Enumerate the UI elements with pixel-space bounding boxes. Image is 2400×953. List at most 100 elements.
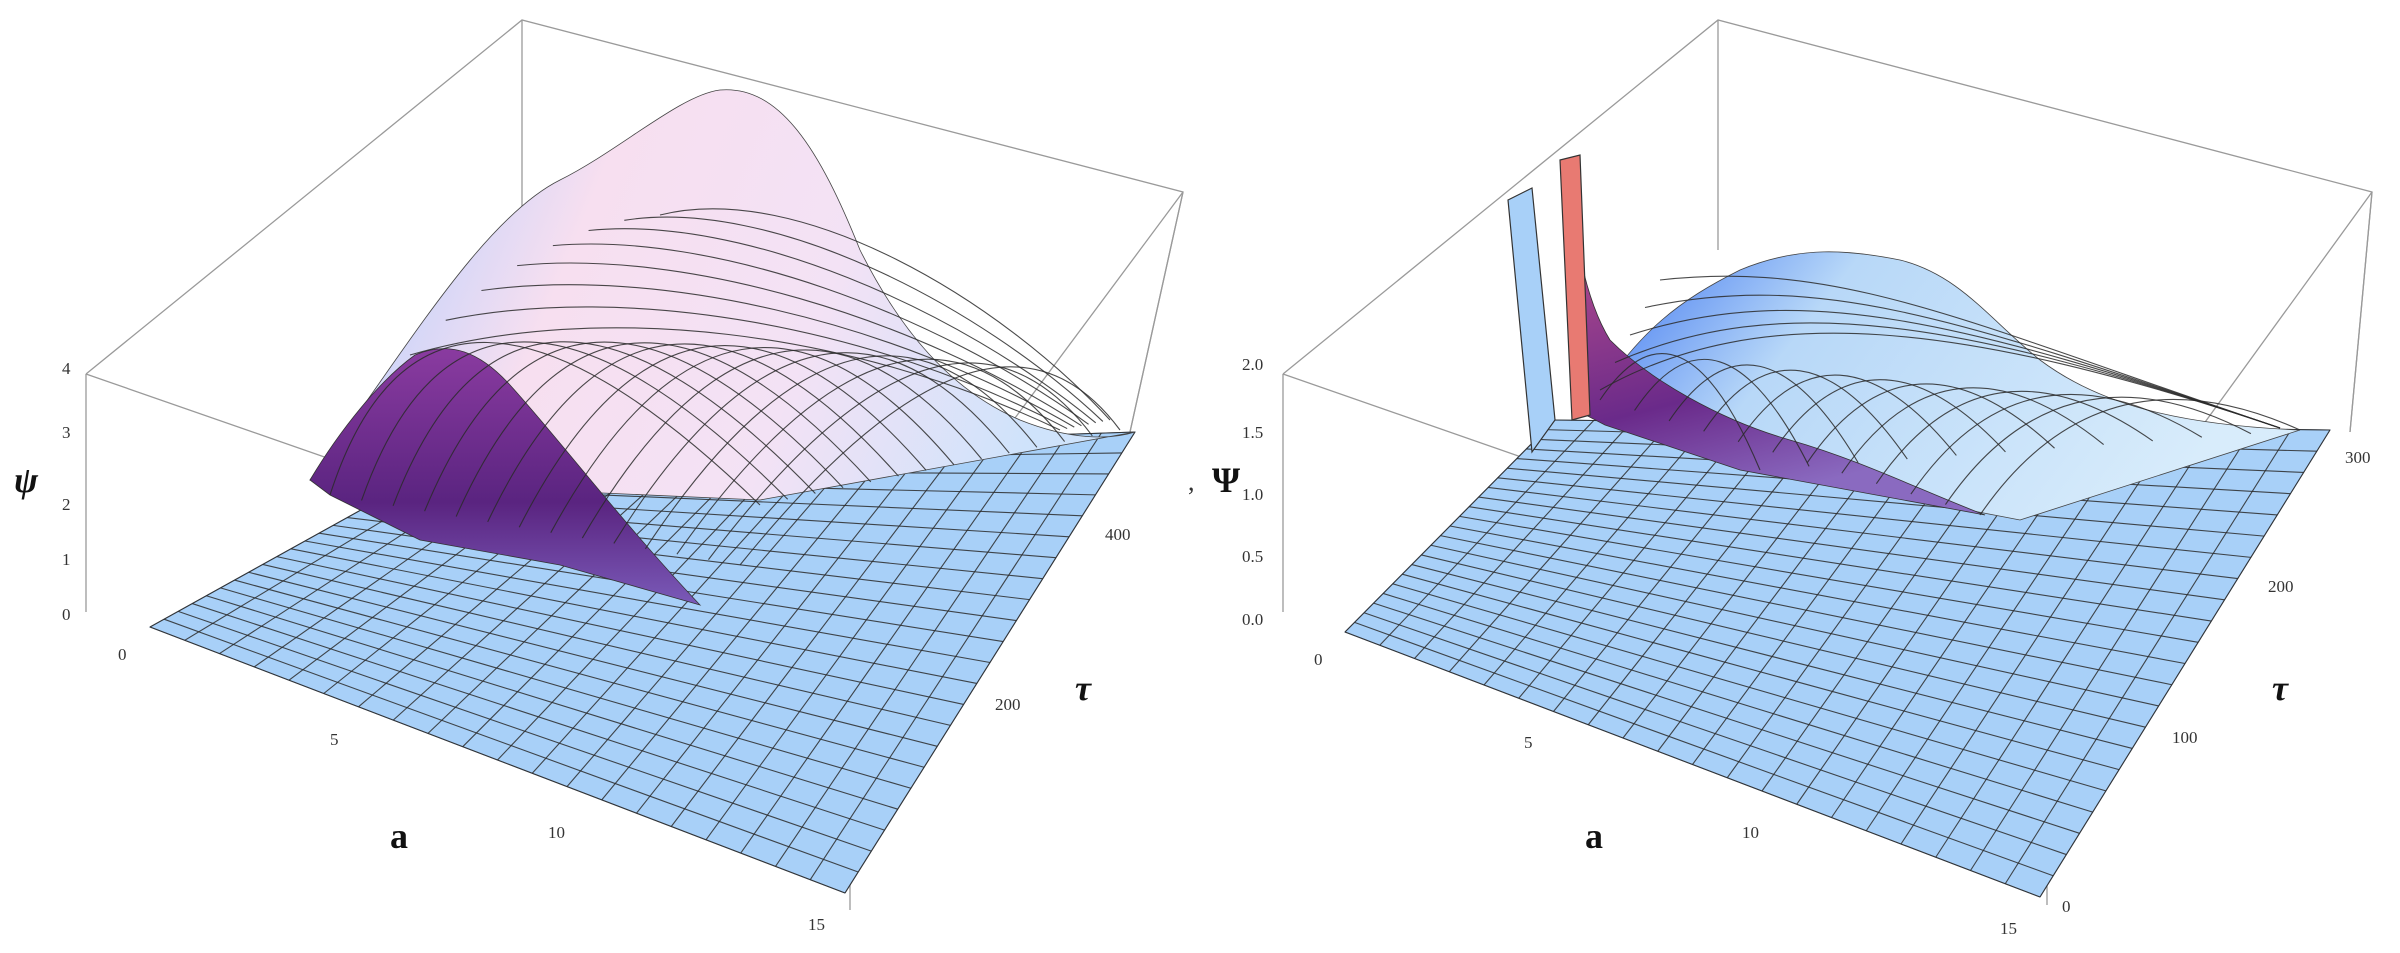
left-floor-grid-line	[276, 556, 964, 705]
right-floor-grid-line	[1354, 621, 2054, 877]
right-ridge-mesh-line	[1634, 358, 1810, 467]
left-ridge-mesh-line	[581, 349, 982, 539]
right-floor-grid-line	[1440, 535, 2172, 686]
right-ridge-mesh-line	[1703, 369, 1908, 460]
right-floor-grid-line	[1497, 477, 2251, 558]
right-ridge-mesh-line	[1737, 374, 1957, 456]
left-z-tick: 0	[62, 605, 71, 624]
right-ridge-mesh-line	[1629, 309, 2281, 429]
separator: ,	[1188, 467, 1195, 496]
left-floor-grid-line	[206, 595, 898, 810]
left-ridge-mesh-line	[455, 342, 872, 517]
right-ridge-mesh-line	[1979, 398, 2301, 516]
right-y-tick: 100	[2172, 728, 2198, 747]
right-ridge-mesh-line	[1668, 364, 1859, 464]
right-floor-grid-line	[1459, 515, 2199, 643]
right-spike-wall	[1507, 187, 1556, 454]
right-floor-grid-line	[1373, 602, 2080, 834]
left-x-tick: 10	[548, 823, 565, 842]
right-ridge-mesh-line	[1806, 383, 2055, 464]
left-floor-grid-line	[262, 563, 951, 726]
left-chart: 0 1 2 3 4 0 5 10 15 200 400 ψ a τ	[14, 19, 1184, 934]
left-floor-grid-line	[149, 626, 846, 894]
left-floor-grid-line	[192, 603, 885, 831]
right-y-tick: 200	[2268, 577, 2294, 596]
right-y-tick: 300	[2345, 448, 2371, 467]
right-x-tick: 5	[1524, 733, 1533, 752]
left-ridge-mesh-line	[644, 355, 1038, 550]
right-floor-grid-line	[1478, 496, 2225, 601]
right-z-tick: 1.5	[1242, 423, 1263, 442]
right-ridge-mesh-line	[1644, 294, 2281, 429]
left-ridge-mesh-line	[517, 262, 1082, 427]
left-ridge-mesh-line	[487, 343, 899, 523]
right-floor-grid	[1344, 419, 2331, 898]
right-floor-grid-line	[1402, 573, 2120, 771]
left-floor-grid-line	[234, 579, 925, 768]
left-floor-grid-line	[178, 610, 872, 852]
left-ridge-mesh-line	[392, 341, 816, 506]
right-floor-grid-line	[1411, 564, 2133, 749]
right-z-tick: 1.0	[1242, 485, 1263, 504]
right-floor-grid-line	[1363, 612, 2067, 856]
right-y-tick: 0	[2062, 897, 2071, 916]
left-ridge-mesh-line	[445, 306, 1068, 430]
right-ridge-mesh-line	[1841, 387, 2104, 474]
right-floor	[1344, 419, 2331, 898]
right-x-axis-label: a	[1585, 816, 1603, 856]
left-floor-grid-line	[248, 571, 938, 747]
left-z-tick: 3	[62, 423, 71, 442]
right-z-tick: 0.0	[1242, 610, 1263, 629]
left-z-tick: 1	[62, 550, 71, 569]
right-x-tick: 15	[2000, 919, 2017, 938]
right-floor-grid-line	[1488, 486, 2238, 580]
right-x-tick: 10	[1742, 823, 1759, 842]
right-floor-grid-line	[1430, 544, 2159, 707]
left-ridge-mesh-line	[624, 216, 1104, 422]
left-ridge-mesh-line	[550, 347, 955, 533]
left-ridge-mesh-line	[329, 341, 761, 506]
right-ridge-mesh-line	[1875, 390, 2154, 484]
left-ridge-mesh-line	[518, 345, 927, 528]
left-x-axis-label: a	[390, 816, 408, 856]
right-floor-grid-line	[1421, 554, 2146, 728]
left-ridge-mesh-line	[613, 352, 1010, 544]
left-floor-grid-line	[290, 548, 977, 684]
left-ridge-mesh-line	[659, 208, 1111, 421]
left-floor-grid-line	[304, 540, 991, 664]
right-box-edge	[2349, 191, 2373, 433]
right-ridge-mesh-line	[1944, 396, 2252, 505]
left-z-tick: 4	[62, 359, 71, 378]
left-box-edge	[1129, 191, 1184, 433]
right-ridge-mesh-line	[1772, 379, 2006, 453]
left-ridge-front	[309, 348, 702, 606]
right-z-tick: 0.5	[1242, 547, 1263, 566]
left-x-tick: 5	[330, 730, 339, 749]
right-floor-grid-line	[1507, 467, 2265, 537]
left-ridge-mesh-line	[409, 327, 1061, 431]
left-x-tick: 0	[118, 645, 127, 664]
right-chart: 0.0 0.5 1.0 1.5 2.0 0 5 10 15 0 100 200 …	[1188, 19, 2373, 938]
left-x-tick: 15	[808, 915, 825, 934]
left-ridge-mesh-line	[481, 284, 1075, 428]
right-ridge-mesh-line	[1659, 275, 2281, 429]
right-floor-grid-line	[1383, 592, 2093, 813]
right-ridge-mesh-line	[1614, 322, 2281, 429]
right-z-tick: 2.0	[1242, 355, 1263, 374]
left-y-axis-label: τ	[1075, 668, 1092, 708]
right-y-axis-label: τ	[2272, 668, 2289, 708]
right-floor-grid-line	[1392, 583, 2107, 792]
left-ridge-grid	[329, 208, 1121, 566]
left-z-axis-label: ψ	[14, 460, 39, 500]
right-floor-grid-line	[1344, 631, 2041, 898]
right-z-axis-label: Ψ	[1212, 460, 1240, 500]
left-floor-grid-line	[220, 587, 912, 789]
right-ridge-grid	[1599, 275, 2301, 516]
left-y-tick: 200	[995, 695, 1021, 714]
left-ridge-mesh-line	[361, 341, 789, 501]
left-z-tick: 2	[62, 495, 71, 514]
right-ridge-mesh-line	[1599, 332, 2281, 429]
left-y-tick: 400	[1105, 525, 1131, 544]
left-ridge-mesh-line	[552, 243, 1089, 425]
